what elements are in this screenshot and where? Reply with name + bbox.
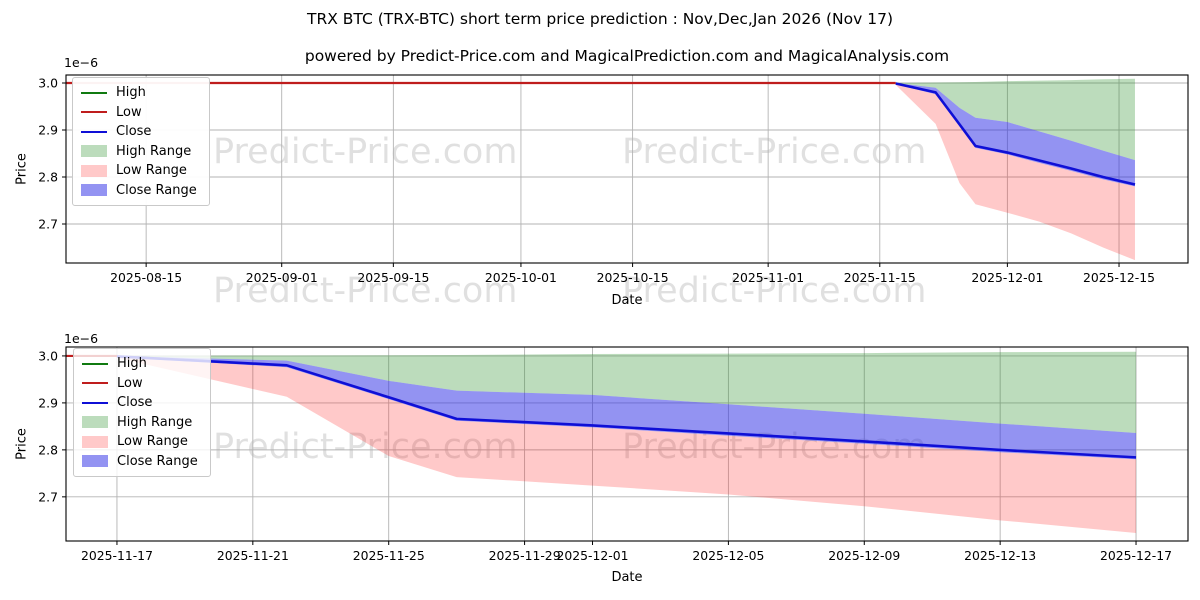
legend-item-label: High Range — [117, 414, 193, 430]
legend-item-label: Close — [116, 124, 152, 140]
legend-item: High — [82, 354, 200, 374]
y-tick-label: 3.0 — [38, 348, 58, 363]
legend-fill-swatch-icon — [82, 416, 108, 429]
y-tick-label: 3.0 — [38, 75, 58, 90]
watermark-text: Predict-Price.com — [213, 427, 518, 467]
legend-item: Low Range — [81, 161, 199, 181]
x-tick-label: 2025-09-01 — [246, 270, 318, 285]
legend-item-label: Low — [116, 104, 142, 120]
x-tick-label: 2025-12-13 — [964, 548, 1036, 563]
legend-item: High Range — [82, 413, 200, 433]
legend-line-swatch-icon — [81, 130, 107, 133]
watermark-text: Predict-Price.com — [213, 271, 518, 311]
y-tick-label: 2.8 — [38, 442, 58, 457]
x-tick-label: 2025-11-17 — [81, 548, 153, 563]
x-tick-label: 2025-12-01 — [557, 548, 629, 563]
legend-item: Close Range — [81, 181, 199, 201]
legend-item: Close — [82, 393, 200, 413]
x-axis-title: Date — [611, 570, 643, 585]
legend-item-label: Low Range — [117, 434, 188, 450]
y-axis-offset-label: 1e−6 — [64, 331, 99, 346]
plot-frame — [65, 346, 1189, 542]
x-tick-label: 2025-12-05 — [692, 548, 764, 563]
x-tick-label: 2025-08-15 — [110, 270, 182, 285]
legend-fill-swatch-icon — [82, 455, 108, 468]
y-tick-label: 2.7 — [38, 216, 58, 231]
legend: High Low Close High Range Low Range Close Ran… — [73, 348, 211, 477]
x-tick-label: 2025-11-25 — [353, 548, 425, 563]
y-tick-label: 2.8 — [38, 169, 58, 184]
legend-line-swatch-icon — [82, 362, 108, 365]
y-axis-title: Price — [14, 428, 30, 460]
close-range-area — [895, 82, 1135, 187]
legend-item: Low Range — [82, 432, 200, 452]
legend-item-label: Close — [117, 395, 153, 411]
watermark-text: Predict-Price.com — [622, 132, 927, 172]
legend-item: Close Range — [82, 452, 200, 472]
x-tick-label: 2025-12-01 — [971, 270, 1043, 285]
legend-line-swatch-icon — [81, 111, 107, 114]
page-title: TRX BTC (TRX-BTC) short term price predi… — [306, 10, 894, 28]
legend-fill-swatch-icon — [82, 435, 108, 448]
y-tick-label: 2.9 — [38, 395, 58, 410]
x-axis-title: Date — [611, 293, 643, 308]
x-tick-label: 2025-10-01 — [485, 270, 557, 285]
x-tick-label: 2025-11-29 — [489, 548, 561, 563]
x-tick-label: 2025-11-21 — [217, 548, 289, 563]
y-tick-label: 2.7 — [38, 489, 58, 504]
chart-subtitle: powered by Predict-Price.com and Magical… — [304, 47, 950, 65]
x-tick-label: 2025-09-15 — [357, 270, 429, 285]
legend-item-label: Close Range — [117, 453, 198, 469]
x-tick-label: 2025-12-09 — [828, 548, 900, 563]
legend-item-label: High — [117, 356, 147, 372]
low-range-area — [116, 357, 1137, 534]
legend-fill-swatch-icon — [81, 184, 107, 197]
subplot-prediction-zoom: 2025-11-17 2025-11-21 2025-11-25 2025-11-29… — [38, 346, 1189, 563]
high-range-area — [895, 78, 1135, 161]
legend-item: Low — [82, 374, 200, 394]
legend-line-swatch-icon — [82, 382, 108, 385]
x-tick-label: 2025-12-15 — [1083, 270, 1155, 285]
legend-fill-swatch-icon — [81, 145, 107, 158]
legend-item: High Range — [81, 142, 199, 162]
subplot-price-history-and-prediction: 2025-08-15 2025-09-01 2025-09-15 2025-10-01… — [38, 74, 1189, 285]
legend-item: High — [81, 83, 199, 103]
y-tick-label: 2.9 — [38, 122, 58, 137]
y-axis-title: Price — [14, 153, 30, 185]
low-range-area — [895, 84, 1135, 261]
plot-frame — [65, 74, 1189, 264]
x-tick-label: 2025-11-01 — [732, 270, 804, 285]
x-tick-label: 2025-10-15 — [597, 270, 669, 285]
close-prediction-line — [116, 355, 1137, 459]
legend-item-label: Low Range — [116, 163, 187, 179]
x-tick-label: 2025-12-17 — [1100, 548, 1172, 563]
legend-line-swatch-icon — [81, 91, 107, 94]
watermark-text: Predict-Price.com — [213, 132, 518, 172]
legend-item-label: High — [116, 85, 146, 101]
legend-item: Close — [81, 122, 199, 142]
legend-item-label: Low — [117, 375, 143, 391]
legend-fill-swatch-icon — [81, 164, 107, 177]
watermark-text: Predict-Price.com — [622, 271, 927, 311]
close-prediction-line — [895, 82, 1136, 186]
high-range-area — [116, 351, 1137, 433]
x-tick-label: 2025-11-15 — [844, 270, 916, 285]
y-axis-offset-label: 1e−6 — [64, 55, 99, 70]
legend: High Low Close High Range Low Range Close Ran… — [72, 77, 210, 206]
legend-item: Low — [81, 103, 199, 123]
legend-item-label: Close Range — [116, 182, 197, 198]
close-range-area — [116, 355, 1137, 460]
legend-item-label: High Range — [116, 143, 192, 159]
legend-line-swatch-icon — [82, 401, 108, 404]
